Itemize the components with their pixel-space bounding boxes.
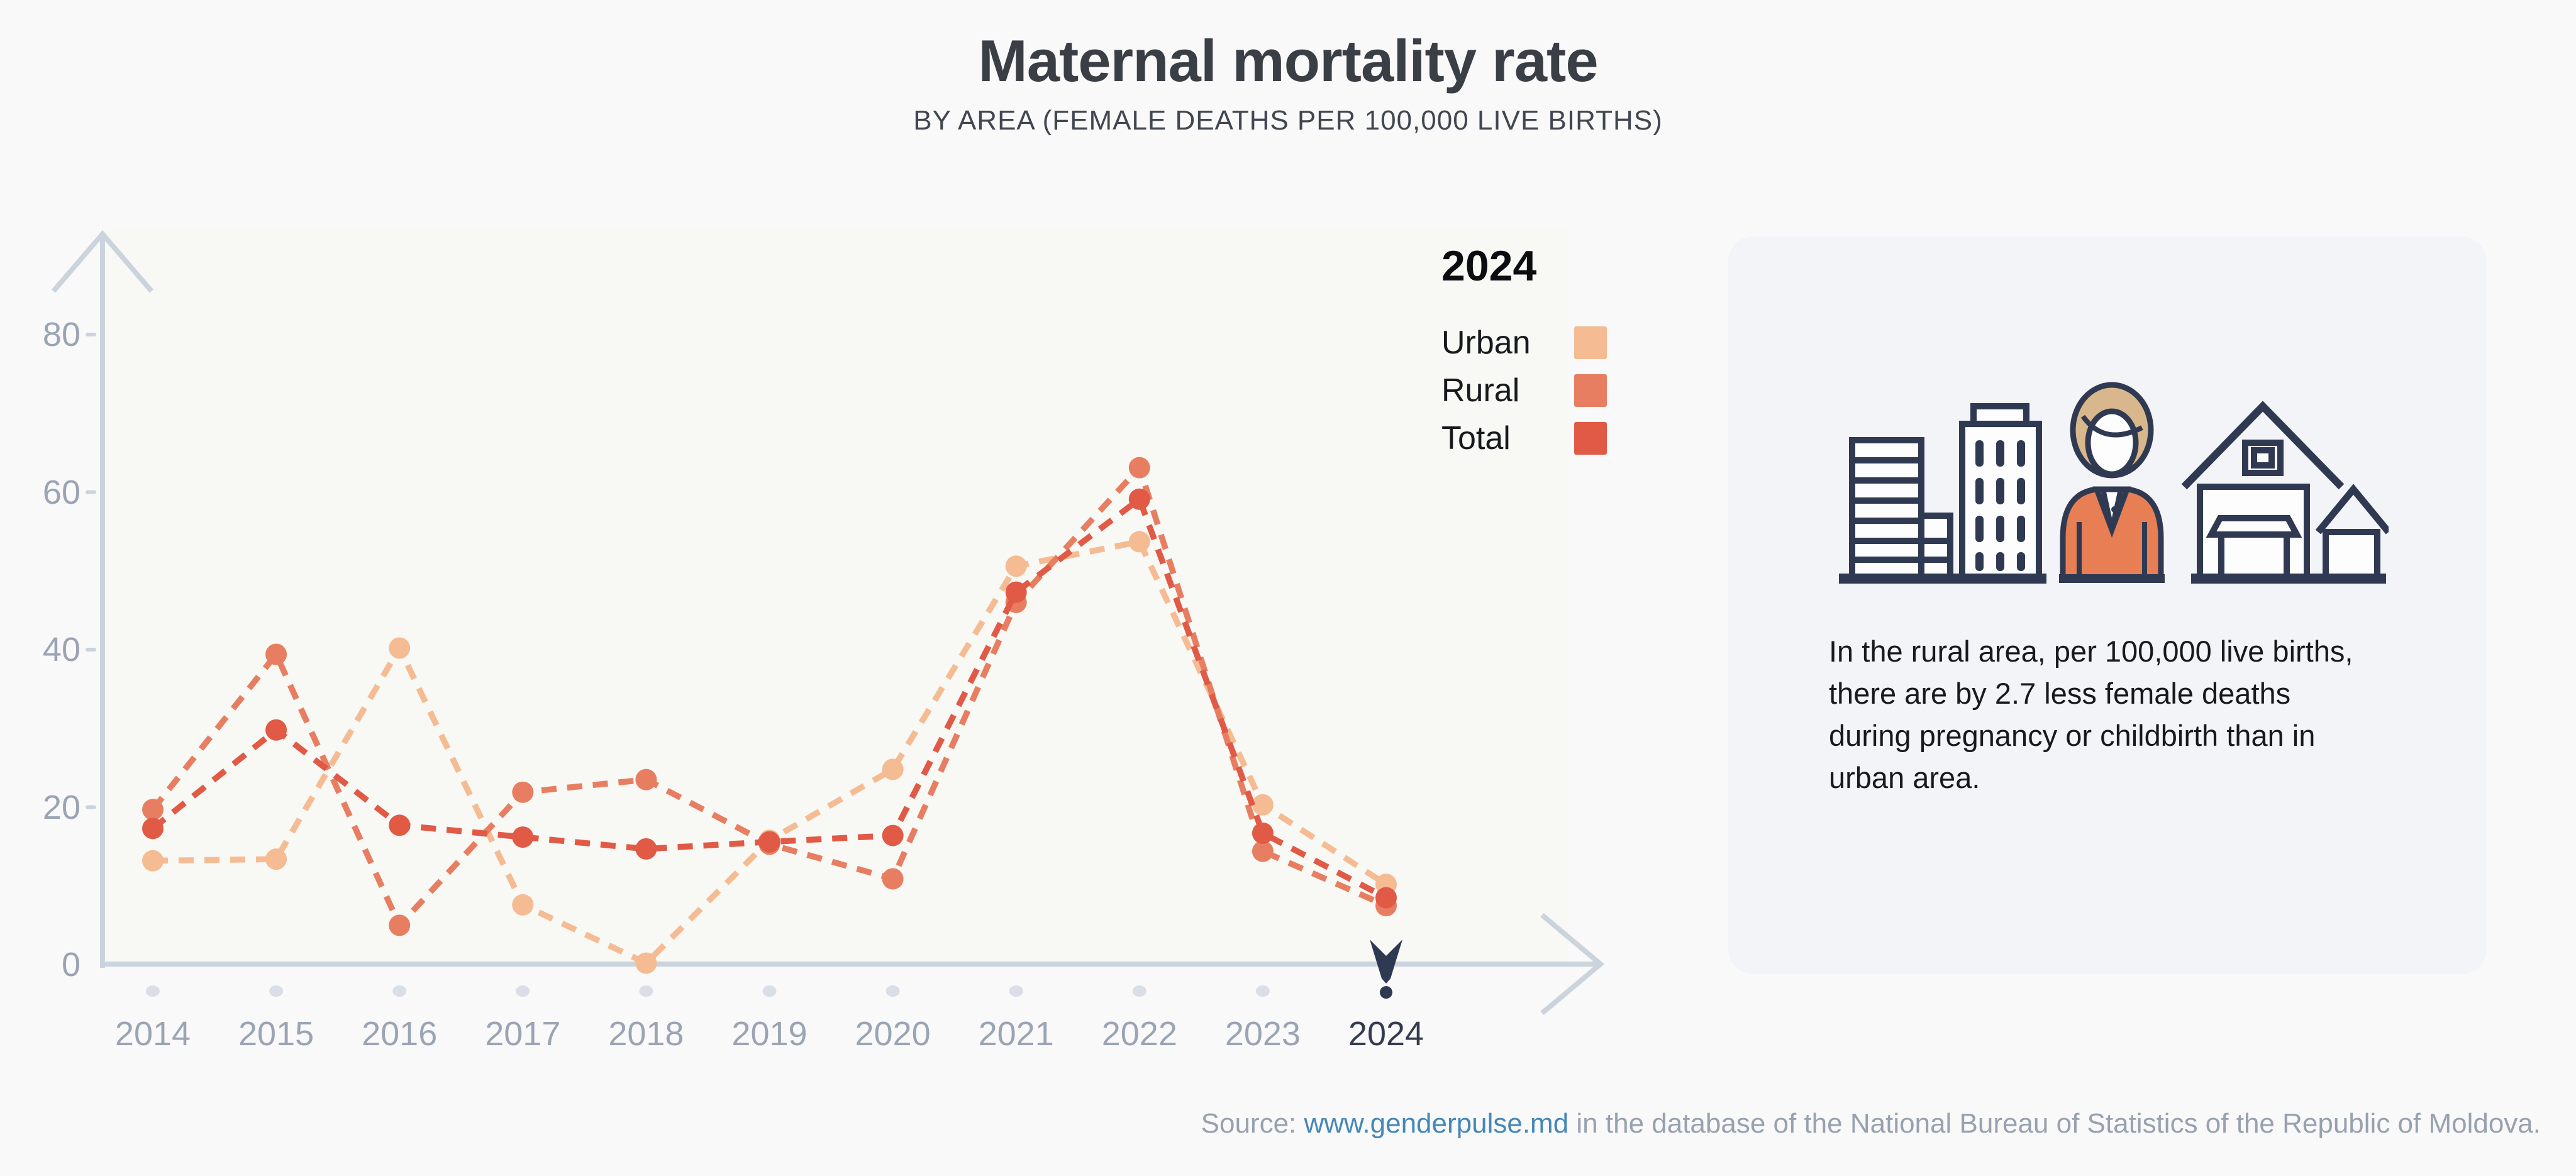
data-point-total-2016	[389, 814, 411, 836]
data-point-urban-2017	[512, 894, 534, 916]
current-year-marker-icon	[1370, 940, 1402, 984]
data-point-rural-2015	[265, 643, 287, 665]
data-point-rural-2017	[512, 781, 534, 803]
legend-item-rural: Rural	[1441, 367, 1607, 414]
data-point-total-2014	[142, 818, 164, 840]
city-buildings-icon	[1839, 403, 2046, 584]
x-axis-label-2021: 2021	[978, 1015, 1054, 1053]
legend-label: Urban	[1441, 324, 1531, 361]
y-axis-arrow-icon	[51, 230, 154, 293]
page-title: Maternal mortality rate	[978, 28, 1598, 94]
x-tick-dot	[269, 985, 284, 997]
x-tick-dot	[392, 985, 407, 997]
x-tick-dot	[1132, 985, 1146, 997]
x-axis-label-2018: 2018	[608, 1015, 684, 1053]
source-line: Source: www.genderpulse.md in the databa…	[88, 1108, 2541, 1140]
x-axis-arrow-icon	[1540, 913, 1605, 1016]
data-point-total-2022	[1128, 488, 1150, 510]
legend-swatch	[1574, 374, 1607, 407]
legend-item-urban: Urban	[1441, 319, 1607, 367]
data-point-rural-2018	[635, 768, 657, 790]
data-point-total-2021	[1005, 581, 1027, 603]
legend-item-total: Total	[1441, 414, 1607, 462]
legend-swatch	[1574, 421, 1607, 455]
y-tick-mark	[86, 805, 96, 809]
data-point-total-2017	[512, 826, 534, 848]
data-point-rural-2020	[882, 868, 904, 890]
x-tick-dot	[1255, 985, 1270, 997]
x-axis-label-2024: 2024	[1348, 1015, 1424, 1053]
city-person-house-illustration	[1839, 382, 2389, 584]
y-tick-mark	[86, 490, 96, 494]
houses-icon	[2181, 401, 2389, 584]
x-axis-label-2019: 2019	[731, 1015, 808, 1053]
x-axis-label-2015: 2015	[238, 1015, 314, 1053]
data-point-urban-2018	[635, 952, 657, 974]
y-axis-label: 0	[61, 946, 80, 984]
legend-label: Total	[1441, 419, 1511, 457]
data-point-urban-2015	[265, 848, 287, 870]
data-point-urban-2014	[142, 850, 164, 872]
x-axis-label-2023: 2023	[1224, 1015, 1301, 1053]
x-axis-label-2020: 2020	[855, 1015, 931, 1053]
data-point-urban-2016	[389, 637, 411, 659]
chart-legend: 2024 Urban Rural Total	[1441, 243, 1607, 462]
data-point-total-2020	[882, 824, 904, 846]
data-point-urban-2023	[1252, 794, 1274, 816]
y-axis-label: 40	[42, 631, 80, 668]
x-tick-dot	[762, 985, 777, 997]
source-suffix: in the database of the National Bureau o…	[1568, 1108, 2541, 1139]
data-point-rural-2022	[1128, 457, 1150, 479]
legend-year-heading: 2024	[1441, 242, 1537, 290]
data-point-rural-2016	[389, 914, 411, 936]
insight-text: In the rural area, per 100,000 live birt…	[1829, 635, 2353, 794]
y-axis-label: 80	[42, 316, 80, 353]
x-tick-dot	[886, 985, 900, 997]
source-prefix: Source:	[1201, 1108, 1304, 1139]
data-point-total-2015	[265, 719, 287, 741]
data-point-rural-2014	[142, 799, 164, 821]
legend-label: Rural	[1441, 372, 1520, 409]
insight-card: In the rural area, per 100,000 live birt…	[1728, 236, 2487, 974]
x-axis-label-2022: 2022	[1101, 1015, 1177, 1053]
legend-swatch	[1574, 326, 1607, 359]
data-point-total-2024	[1375, 887, 1397, 909]
x-tick-dot	[146, 985, 160, 997]
data-point-urban-2020	[882, 758, 904, 780]
data-point-rural-2023	[1252, 840, 1274, 862]
source-link[interactable]: www.genderpulse.md	[1304, 1108, 1569, 1139]
x-axis-label-2014: 2014	[114, 1015, 191, 1053]
x-tick-dot	[1009, 985, 1023, 997]
x-tick-dot	[516, 985, 530, 997]
y-axis-label: 60	[42, 473, 80, 511]
data-point-total-2018	[635, 838, 657, 860]
data-point-urban-2021	[1005, 555, 1027, 577]
data-point-total-2019	[758, 831, 780, 853]
woman-figure-icon	[2059, 382, 2165, 583]
page-subtitle: BY AREA (FEMALE DEATHS PER 100,000 LIVE …	[913, 105, 1663, 136]
data-point-urban-2022	[1128, 531, 1150, 553]
x-tick-dot	[639, 985, 653, 997]
x-axis-label-2017: 2017	[485, 1015, 561, 1053]
plot-area	[105, 230, 1568, 964]
legend-rows: Urban Rural Total	[1441, 319, 1607, 462]
x-axis-label-2016: 2016	[362, 1015, 438, 1053]
y-tick-mark	[86, 333, 96, 336]
x-tick-dot-highlight	[1380, 986, 1392, 999]
y-axis-label: 20	[42, 788, 80, 826]
data-point-total-2023	[1252, 822, 1274, 844]
y-tick-mark	[86, 648, 96, 652]
